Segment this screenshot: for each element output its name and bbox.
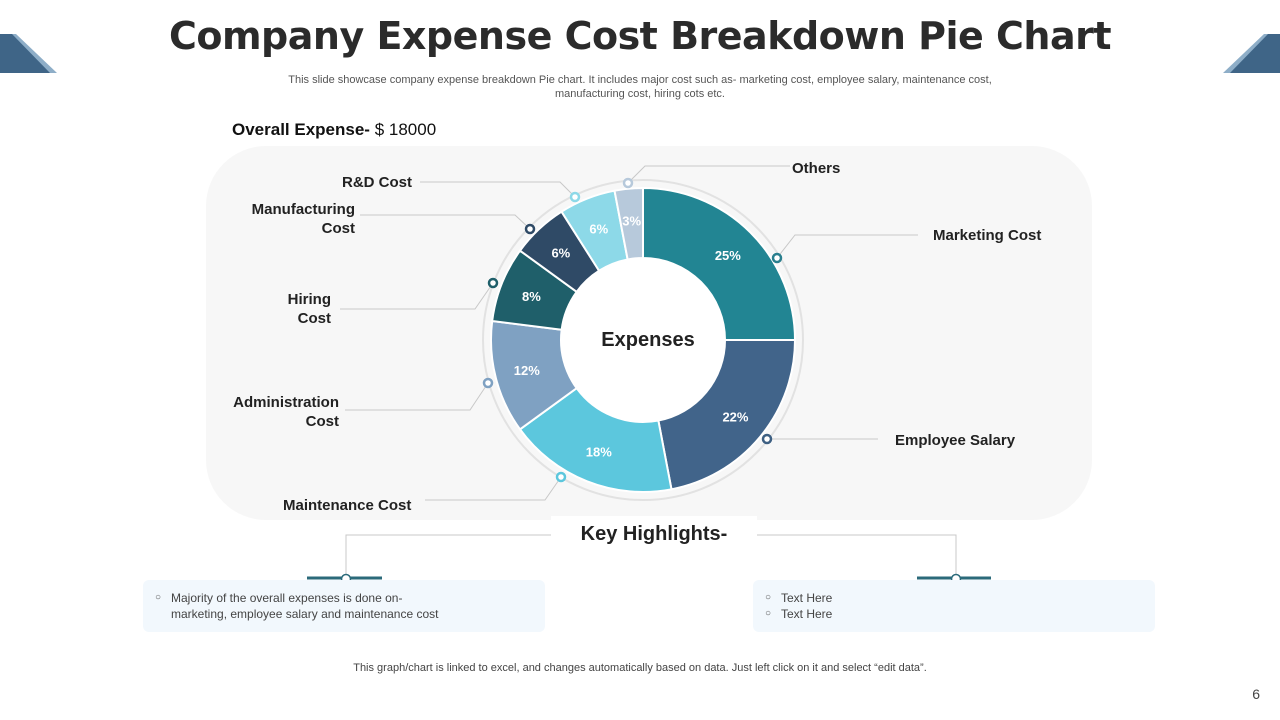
donut-hole: [561, 258, 725, 422]
marker-employee: [761, 433, 773, 445]
highlight-left-item: marketing, employee salary and maintenan…: [171, 607, 439, 621]
corner-decoration-left: [0, 34, 57, 73]
connector-others: [627, 165, 790, 184]
key-highlights-box: [551, 516, 757, 556]
data-label-administration-cost: 12%: [514, 363, 540, 378]
page-number: 6: [1252, 686, 1260, 702]
connector-manufacturing: [360, 214, 531, 230]
data-label-others: 3%: [622, 214, 641, 229]
marker-manufacturing: [524, 223, 536, 235]
data-label-employee-salary: 22%: [722, 409, 748, 424]
connector-admin: [345, 382, 489, 411]
connector-rd: [420, 181, 576, 198]
overall-expense-label: Overall Expense-: [232, 120, 370, 139]
legend-label-marketing: Marketing Cost: [933, 227, 1042, 244]
legend-label-admin: Administration Cost: [233, 394, 339, 430]
marker-admin: [482, 377, 494, 389]
overall-expense-value: $ 18000: [374, 120, 437, 139]
highlight-right-item: ○ Text Here: [765, 591, 833, 605]
data-label-marketing-cost: 25%: [715, 248, 741, 263]
highlight-right-item: ○ Text Here: [765, 607, 833, 621]
marker-hiring: [487, 277, 499, 289]
marker-others: [622, 177, 634, 189]
legend-label-manufacturing: Manufacturing Cost: [251, 201, 355, 237]
legend-label-rd: R&D Cost: [342, 174, 412, 191]
highlight-card-right: ○ Text Here ○ Text Here: [753, 580, 1155, 632]
legend-label-hiring: Hiring Cost: [287, 291, 331, 327]
marker-rd: [569, 191, 581, 203]
marker-maintenance: [555, 471, 567, 483]
connector-hiring: [340, 282, 494, 310]
data-label-hiring-cost: 8%: [522, 289, 541, 304]
highlight-card-left: ○ Majority of the overall expenses is don…: [143, 580, 545, 632]
data-label-manufacturing-cost: 6%: [551, 246, 570, 261]
chart-center-title: Expenses: [601, 329, 694, 351]
legend-label-employee: Employee Salary: [895, 432, 1016, 449]
key-highlights-heading: Key Highlights-: [580, 523, 728, 545]
page-subtitle: This slide showcase company expense brea…: [288, 74, 992, 100]
corner-decoration-right: [1223, 34, 1280, 73]
connector-marketing: [776, 234, 918, 259]
data-label-maintenance-cost: 18%: [586, 445, 612, 460]
overall-expense: Overall Expense- $ 18000: [232, 120, 436, 140]
marker-marketing: [771, 252, 783, 264]
data-label-r-d-cost: 6%: [589, 221, 608, 236]
highlight-left-item: ○ Majority of the overall expenses is don…: [155, 591, 403, 605]
legend-label-maintenance: Maintenance Cost: [283, 497, 412, 514]
footer-note: This graph/chart is linked to excel, and…: [353, 662, 927, 674]
donut-outer-ring: [482, 179, 804, 501]
page-title: Company Expense Cost Breakdown Pie Chart: [168, 14, 1112, 58]
connector-maintenance: [425, 476, 562, 501]
legend-label-others: Others: [792, 160, 841, 177]
